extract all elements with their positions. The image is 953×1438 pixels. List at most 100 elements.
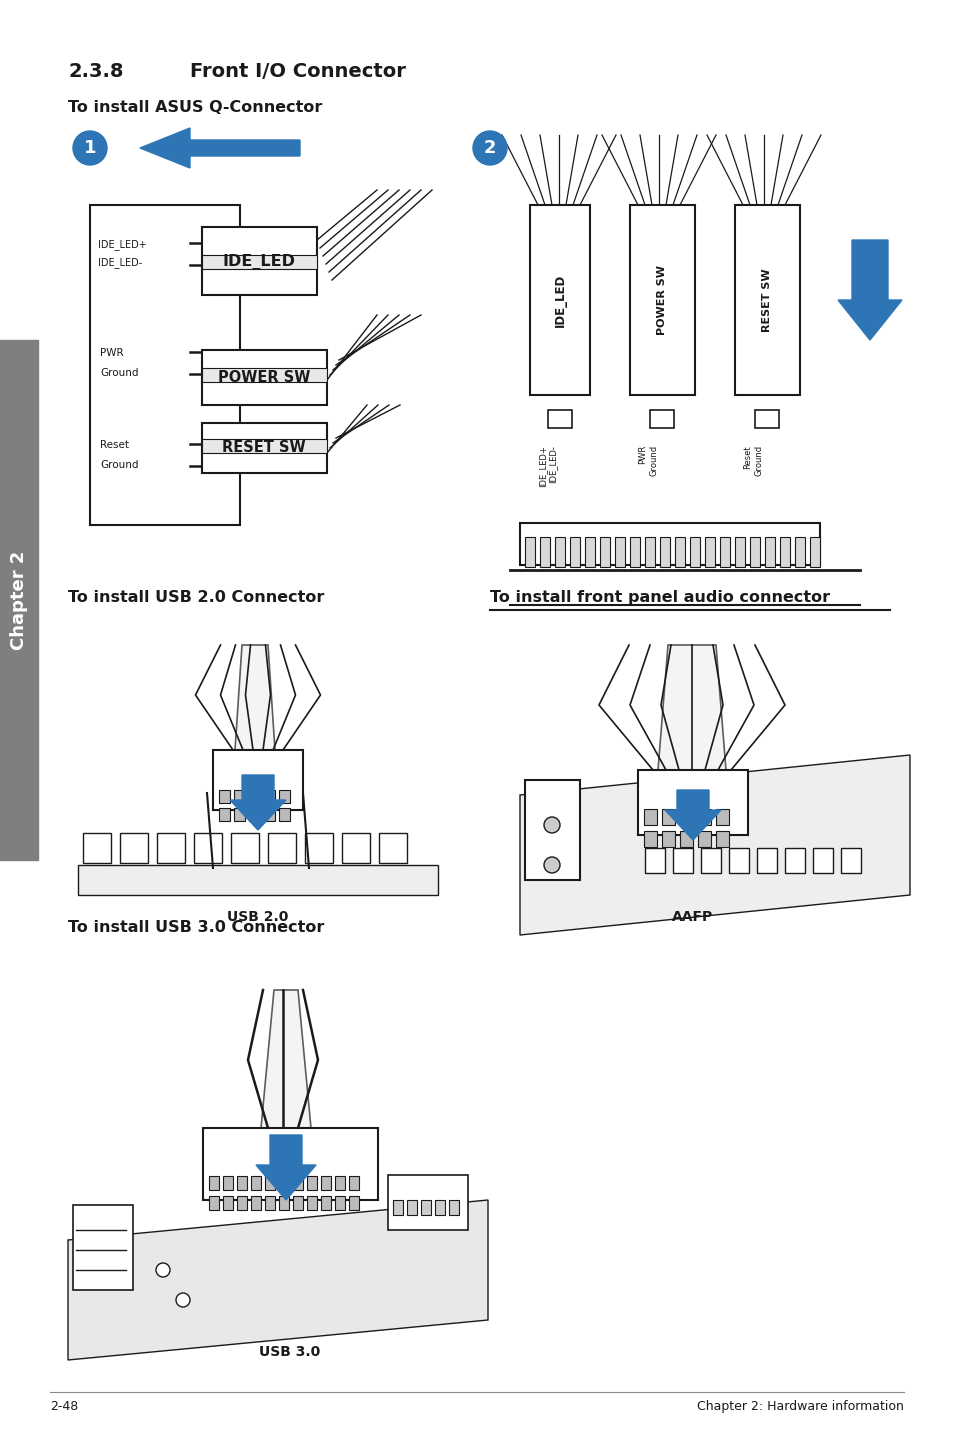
- Bar: [698, 831, 710, 847]
- Bar: [202, 227, 316, 295]
- Bar: [209, 1176, 219, 1191]
- Bar: [236, 1176, 247, 1191]
- Text: 2-48: 2-48: [50, 1401, 78, 1414]
- Bar: [264, 808, 274, 821]
- Bar: [193, 833, 222, 863]
- Text: USB 2.0: USB 2.0: [227, 910, 289, 925]
- Bar: [672, 848, 692, 873]
- Bar: [293, 1196, 303, 1209]
- Bar: [569, 536, 579, 567]
- Circle shape: [175, 1293, 190, 1307]
- Bar: [378, 833, 407, 863]
- Bar: [584, 536, 595, 567]
- Bar: [704, 536, 714, 567]
- Circle shape: [543, 857, 559, 873]
- Text: To install USB 3.0 Connector: To install USB 3.0 Connector: [68, 920, 324, 935]
- Bar: [643, 810, 657, 825]
- Text: Chapter 2: Hardware information: Chapter 2: Hardware information: [697, 1401, 903, 1414]
- Bar: [643, 831, 657, 847]
- Bar: [734, 206, 800, 395]
- Bar: [320, 1176, 331, 1191]
- Text: POWER SW: POWER SW: [217, 370, 310, 384]
- Bar: [341, 833, 370, 863]
- Bar: [249, 789, 260, 802]
- Polygon shape: [140, 128, 299, 168]
- Bar: [307, 1196, 316, 1209]
- Bar: [278, 1196, 289, 1209]
- Text: To install front panel audio connector: To install front panel audio connector: [490, 590, 829, 605]
- Bar: [278, 789, 290, 802]
- Bar: [236, 1196, 247, 1209]
- Bar: [649, 410, 673, 429]
- Bar: [539, 536, 550, 567]
- Bar: [757, 848, 776, 873]
- Bar: [335, 1196, 345, 1209]
- Bar: [700, 848, 720, 873]
- Text: Ground: Ground: [100, 368, 138, 378]
- Bar: [716, 831, 728, 847]
- Bar: [661, 831, 675, 847]
- Bar: [393, 1199, 402, 1215]
- Bar: [203, 1127, 377, 1199]
- Bar: [209, 1196, 219, 1209]
- Polygon shape: [837, 240, 901, 339]
- Bar: [698, 810, 710, 825]
- Bar: [720, 536, 729, 567]
- Text: IDE_LED+: IDE_LED+: [537, 444, 546, 486]
- Bar: [233, 808, 245, 821]
- Bar: [223, 1176, 233, 1191]
- Bar: [555, 536, 564, 567]
- Bar: [784, 848, 804, 873]
- Bar: [754, 410, 779, 429]
- Bar: [689, 536, 700, 567]
- Bar: [251, 1176, 261, 1191]
- Bar: [293, 1176, 303, 1191]
- Bar: [659, 536, 669, 567]
- Bar: [524, 779, 579, 880]
- Text: 2: 2: [483, 139, 496, 157]
- Bar: [728, 848, 748, 873]
- Bar: [547, 410, 572, 429]
- Text: Ground: Ground: [649, 444, 659, 476]
- Text: Reset: Reset: [100, 440, 129, 450]
- Bar: [615, 536, 624, 567]
- Text: To install ASUS Q-Connector: To install ASUS Q-Connector: [68, 101, 322, 115]
- Bar: [734, 536, 744, 567]
- Text: 2.3.8: 2.3.8: [68, 62, 123, 81]
- Bar: [202, 368, 327, 383]
- Bar: [265, 1196, 274, 1209]
- Bar: [638, 769, 747, 835]
- Bar: [202, 423, 327, 473]
- Bar: [305, 833, 333, 863]
- Bar: [278, 1176, 289, 1191]
- Bar: [407, 1199, 416, 1215]
- Polygon shape: [658, 646, 725, 769]
- Bar: [120, 833, 148, 863]
- Bar: [202, 439, 327, 453]
- Bar: [0, 339, 38, 860]
- Bar: [265, 1176, 274, 1191]
- Bar: [233, 789, 245, 802]
- Text: IDE_LED-: IDE_LED-: [98, 257, 142, 269]
- Bar: [264, 789, 274, 802]
- Text: PWR: PWR: [638, 444, 646, 464]
- Bar: [320, 1196, 331, 1209]
- Bar: [223, 1196, 233, 1209]
- Bar: [716, 810, 728, 825]
- Bar: [219, 808, 230, 821]
- Circle shape: [73, 131, 107, 165]
- Text: Front I/O Connector: Front I/O Connector: [190, 62, 405, 81]
- Bar: [629, 206, 695, 395]
- Bar: [157, 833, 185, 863]
- Text: IDE_LED: IDE_LED: [553, 273, 566, 326]
- Bar: [675, 536, 684, 567]
- Text: PWR: PWR: [100, 348, 124, 358]
- Bar: [679, 810, 692, 825]
- Bar: [794, 536, 804, 567]
- Bar: [764, 536, 774, 567]
- Bar: [73, 1205, 132, 1290]
- Bar: [213, 751, 303, 810]
- Bar: [231, 833, 258, 863]
- Text: Ground: Ground: [754, 444, 763, 476]
- Bar: [599, 536, 609, 567]
